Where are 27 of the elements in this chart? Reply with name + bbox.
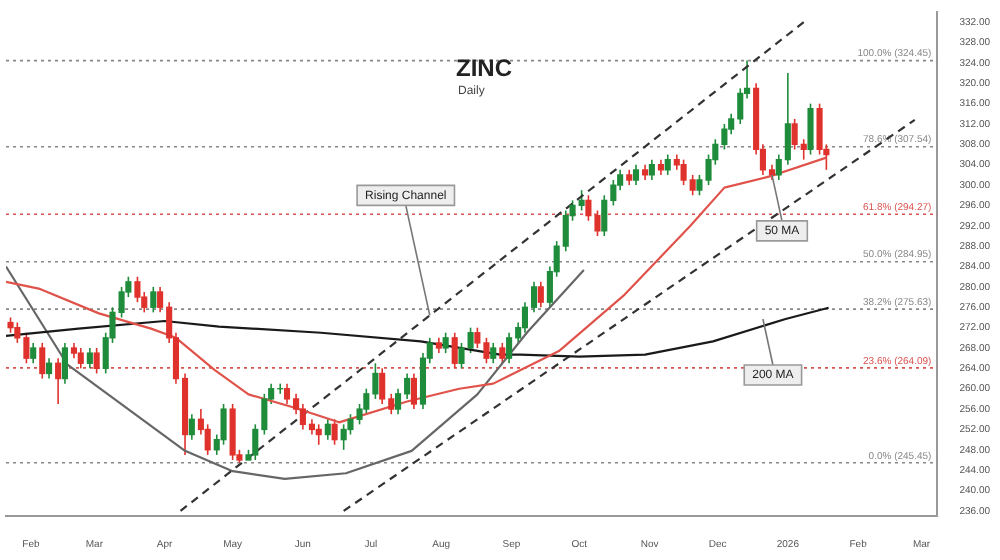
candlestick	[632, 163, 640, 186]
candlestick	[410, 372, 417, 410]
candlestick	[86, 347, 93, 370]
candlestick	[30, 342, 37, 365]
candlestick	[451, 331, 458, 370]
candlestick	[77, 347, 84, 370]
candlestick	[506, 331, 513, 365]
candlestick	[229, 403, 236, 461]
candlestick	[283, 382, 291, 405]
candlestick	[324, 418, 331, 441]
candlestick	[442, 331, 449, 354]
candlestick	[46, 357, 53, 380]
candlestick	[39, 342, 46, 380]
candlestick	[188, 413, 195, 441]
candlestick	[379, 367, 386, 405]
candlestick	[648, 158, 655, 181]
candlestick	[93, 347, 100, 375]
candlestick	[315, 423, 322, 446]
candlestick	[490, 342, 497, 365]
text: ZINC	[456, 54, 512, 82]
candlestick	[55, 357, 62, 405]
candlestick	[331, 418, 338, 446]
candlestick	[537, 281, 544, 309]
candlestick	[61, 342, 68, 385]
candlestick	[664, 153, 671, 176]
candlestick	[807, 102, 814, 156]
candlestick	[150, 286, 157, 314]
